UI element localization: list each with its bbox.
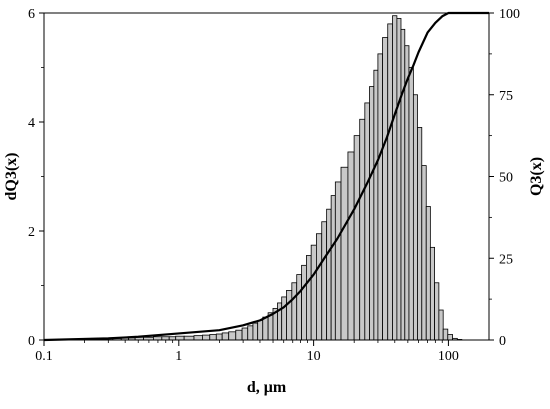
histogram-bar (215, 333, 223, 341)
ticks-layer: 0.1 1 10 100 0 2 4 6 0 25 50 75 100 (28, 7, 520, 364)
histogram-bar (306, 255, 312, 341)
histogram-bar (334, 181, 342, 341)
y2-tick-label: 100 (499, 7, 520, 22)
histogram-bar (364, 102, 370, 341)
histogram-bar (417, 127, 423, 341)
histogram-bar (330, 195, 336, 341)
y-tick-label: 4 (28, 116, 35, 131)
histogram-bar (286, 289, 293, 341)
y2-tick-label: 25 (499, 252, 513, 267)
histogram-bar (340, 166, 349, 341)
y-tick-label: 2 (28, 225, 35, 240)
histogram-bar (438, 309, 444, 341)
histogram-bar (247, 325, 254, 341)
histogram-bar (429, 246, 435, 341)
histogram-bar (326, 208, 332, 341)
histogram-bar (241, 327, 249, 341)
histogram-bar (447, 334, 453, 341)
histogram-bar (353, 135, 361, 341)
histogram-bar (321, 221, 328, 341)
histogram-bar (408, 67, 414, 341)
y-tick-label: 0 (28, 334, 35, 349)
histogram-bar (382, 37, 389, 341)
histogram-bar (252, 322, 259, 341)
histogram-bar (396, 18, 402, 341)
histogram-bar (377, 53, 383, 341)
histogram-bars (58, 15, 463, 341)
histogram-bar (262, 316, 269, 341)
histogram-bar (175, 335, 185, 341)
histogram-bar (296, 274, 302, 341)
histogram-bar (369, 86, 375, 341)
histogram-bar (202, 334, 211, 341)
cumulative-curve (43, 11, 489, 342)
histogram-bar (434, 282, 440, 341)
histogram-bar (281, 296, 287, 341)
histogram-bar (301, 264, 307, 341)
histogram-bar (359, 118, 366, 341)
histogram-bar (392, 15, 398, 341)
histogram-bar (193, 335, 203, 341)
histogram-bar (442, 328, 449, 341)
x-tick-label: 10 (307, 349, 321, 364)
y2-tick-label: 75 (499, 89, 513, 104)
x-tick-label: 1 (175, 349, 182, 364)
histogram-bar (387, 23, 393, 341)
y2-tick-label: 50 (499, 171, 513, 186)
histogram-bar (404, 45, 410, 341)
histogram-bar (310, 244, 317, 341)
histogram-bar (412, 94, 418, 341)
y-tick-label: 6 (28, 7, 35, 22)
histogram-bar (228, 331, 237, 341)
y2-axis-title: Q3(x) (528, 157, 545, 196)
histogram-bar (315, 233, 323, 341)
y-axis-title: dQ3(x) (3, 153, 20, 201)
x-tick-label: 0.1 (35, 349, 53, 364)
histogram-bar (291, 282, 298, 341)
histogram-bar (183, 335, 195, 341)
histogram-bar (235, 329, 243, 341)
histogram-bar (209, 334, 217, 341)
x-axis-title: d, μm (247, 379, 287, 396)
y2-tick-label: 0 (499, 334, 506, 349)
cumulative-curve-layer (43, 11, 489, 342)
histogram-bar (221, 332, 230, 341)
histogram-bar (400, 28, 406, 341)
histogram-bar (421, 165, 427, 341)
histogram-bar (373, 69, 379, 341)
histogram-bar (347, 151, 355, 341)
histogram-bar (257, 319, 264, 341)
histogram-bar (425, 206, 431, 341)
x-tick-label: 100 (438, 349, 459, 364)
